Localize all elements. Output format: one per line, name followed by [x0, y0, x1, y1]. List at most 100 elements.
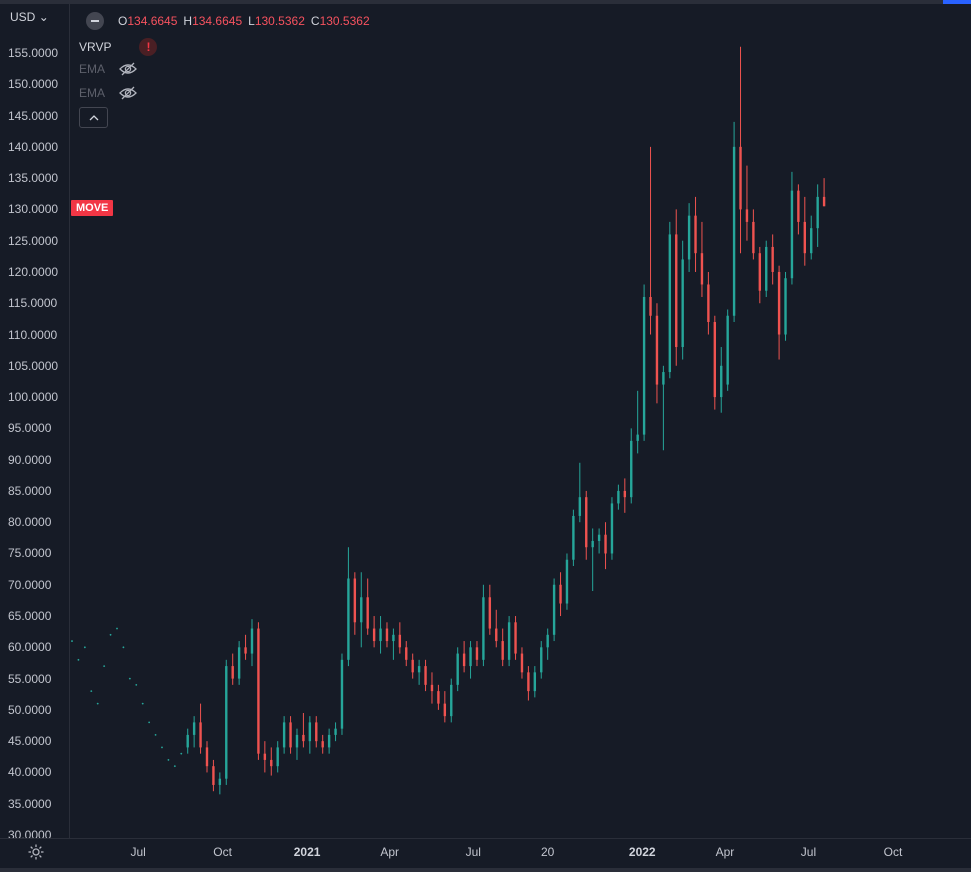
candle — [218, 772, 222, 795]
time-tick-label: Oct — [883, 845, 903, 859]
candle — [520, 647, 524, 679]
candle-body — [540, 647, 543, 673]
price-axis[interactable] — [0, 4, 70, 838]
candle-body — [430, 684, 434, 692]
candle-body — [276, 747, 279, 767]
price-tick-label: 65.0000 — [8, 609, 52, 624]
candle-body — [758, 253, 762, 291]
price-tick-label: 155.0000 — [8, 46, 59, 60]
dotted-point — [173, 765, 176, 768]
candle-body — [411, 659, 414, 673]
candle-body — [565, 559, 569, 604]
candle — [552, 578, 556, 642]
candle-body — [482, 597, 485, 660]
candle — [630, 428, 633, 504]
warning-icon[interactable]: ! — [139, 38, 158, 56]
candle-body — [720, 365, 723, 398]
eye-hidden-icon[interactable] — [119, 62, 137, 76]
candle-body — [533, 672, 537, 692]
candle-body — [765, 246, 768, 291]
low-value: 130.5362 — [254, 14, 305, 28]
collapse-indicators-button[interactable] — [79, 107, 108, 128]
candle — [527, 666, 530, 701]
candle-body — [822, 196, 826, 207]
candle — [385, 622, 389, 648]
dotted-point — [141, 702, 144, 705]
candle — [327, 728, 331, 754]
candle — [745, 165, 749, 241]
dotted-point — [154, 734, 157, 736]
indicator-ema-1[interactable]: EMA — [79, 62, 137, 76]
candle — [334, 722, 337, 742]
candle-body — [353, 578, 357, 623]
candle-body — [501, 641, 504, 660]
candle-body — [225, 666, 228, 779]
price-tick-label: 85.0000 — [8, 483, 52, 498]
indicator-ema-2[interactable]: EMA — [79, 86, 137, 100]
candle — [482, 584, 485, 667]
candle-body — [372, 628, 376, 642]
candle-body — [244, 647, 247, 654]
candle-body — [289, 722, 292, 748]
price-tick-label: 120.0000 — [8, 264, 59, 279]
top-accent-bar — [943, 0, 971, 4]
candle — [585, 490, 588, 560]
candle-body — [681, 259, 684, 348]
dotted-point — [96, 702, 99, 705]
candle — [777, 265, 781, 360]
currency-label: USD — [10, 10, 36, 24]
candle — [430, 672, 434, 704]
candle — [372, 616, 376, 648]
candle — [803, 196, 807, 266]
candle-body — [527, 672, 530, 692]
high-key: H — [183, 14, 193, 28]
candle — [462, 641, 466, 673]
currency-selector[interactable]: USD ⌄ — [10, 10, 49, 24]
candle — [565, 553, 569, 610]
candle — [694, 196, 697, 272]
candle-body — [713, 322, 717, 398]
time-tick-label: Jul — [465, 845, 481, 859]
hide-legend-button[interactable] — [86, 12, 104, 30]
price-tick-label: 95.0000 — [8, 421, 52, 436]
candle-body — [347, 578, 350, 660]
indicator-vrvp[interactable]: VRVP ! — [79, 38, 158, 56]
candle — [225, 659, 228, 785]
dotted-point — [161, 746, 163, 749]
candle — [649, 146, 652, 335]
candle — [379, 616, 382, 654]
candle — [687, 203, 691, 272]
gear-icon[interactable] — [27, 843, 45, 861]
candle — [495, 609, 498, 648]
candlestick-chart[interactable] — [70, 4, 971, 838]
dotted-point — [71, 640, 73, 642]
candle — [250, 619, 254, 667]
close-key: C — [310, 14, 320, 28]
candle-body — [450, 684, 453, 717]
price-tick-label: 130.0000 — [8, 202, 59, 217]
candle-body — [662, 372, 665, 385]
candle-body — [469, 647, 472, 667]
candle-body — [308, 722, 312, 742]
candle — [186, 728, 189, 754]
price-tick-label: 125.0000 — [8, 233, 59, 248]
candle — [315, 716, 318, 748]
candle — [443, 691, 447, 723]
candle — [282, 716, 286, 754]
candle-body — [642, 296, 646, 435]
time-axis[interactable] — [0, 838, 971, 869]
candle — [456, 647, 459, 692]
eye-hidden-icon[interactable] — [119, 86, 137, 100]
candle-body — [212, 766, 215, 785]
top-border — [0, 0, 971, 4]
candle-body — [707, 284, 710, 323]
candle-body — [302, 734, 305, 742]
candle — [340, 653, 344, 735]
time-tick-label: 2022 — [628, 845, 656, 859]
candle-body — [668, 234, 672, 373]
candle — [199, 703, 202, 754]
price-tick-label: 135.0000 — [8, 171, 59, 186]
candle — [816, 184, 819, 247]
candle-body — [270, 759, 273, 767]
